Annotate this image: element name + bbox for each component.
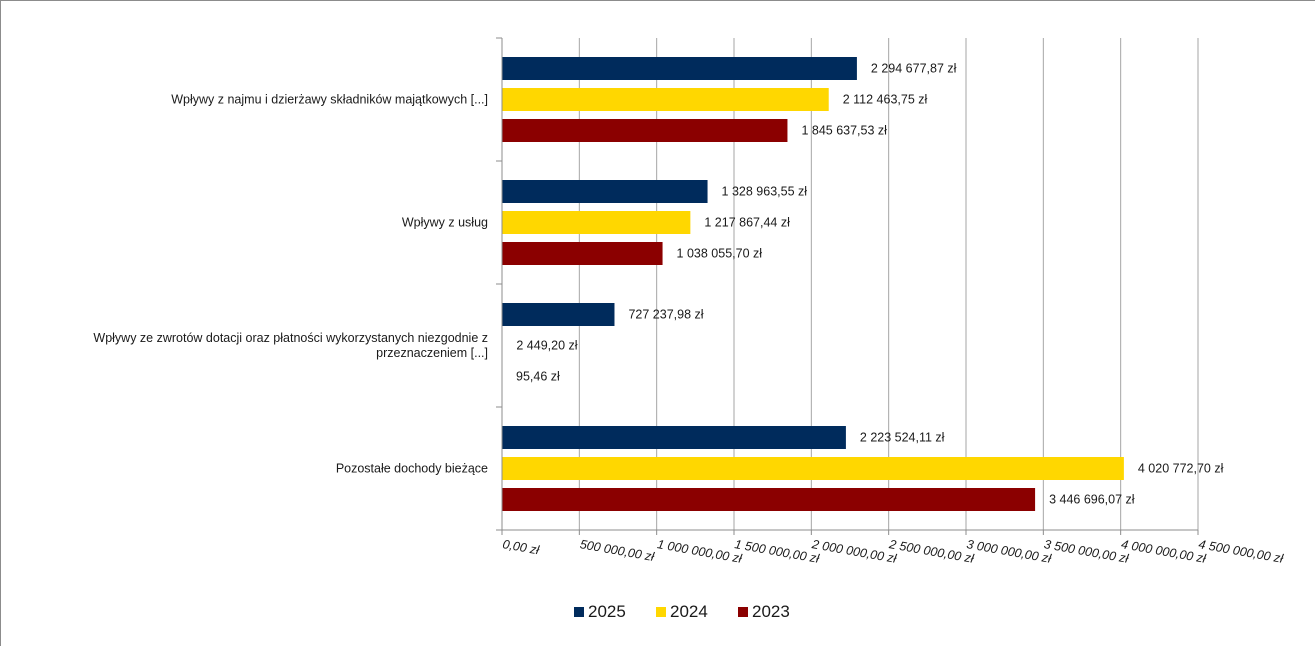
data-label: 2 223 524,11 zł [860, 431, 945, 445]
legend-swatch [738, 607, 748, 617]
data-label: 1 328 963,55 zł [722, 185, 808, 199]
bar [502, 211, 691, 234]
x-tick-label: 2 500 000,00 zł [887, 537, 976, 566]
legend-swatch [656, 607, 666, 617]
legend-label: 2024 [670, 602, 708, 621]
bar [502, 180, 708, 203]
x-tick-label: 0,00 zł [501, 537, 541, 557]
data-label: 4 020 772,70 zł [1138, 462, 1224, 476]
legend-swatch [574, 607, 584, 617]
category-label: Wpływy z najmu i dzierżawy składników ma… [171, 93, 488, 107]
axes [496, 37, 1199, 535]
data-label: 1 038 055,70 zł [677, 247, 763, 261]
bars [502, 57, 1124, 511]
data-label: 1 217 867,44 zł [704, 216, 790, 230]
bar [502, 457, 1124, 480]
x-tick-label: 2 000 000,00 zł [810, 537, 899, 566]
bar [502, 119, 788, 142]
x-tick-label: 3 500 000,00 zł [1043, 537, 1131, 566]
legend: 2025 2024 2023 [574, 602, 790, 621]
category-label: Wpływy ze zwrotów dotacji oraz płatności… [93, 331, 488, 345]
bar [502, 57, 857, 80]
bar [502, 303, 615, 326]
x-tick-label: 4 000 000,00 zł [1120, 537, 1208, 566]
x-tick-label: 1 000 000,00 zł [656, 537, 744, 566]
gridlines [578, 38, 1199, 530]
category-label: przeznaczeniem [...] [376, 346, 488, 360]
data-label: 2 449,20 zł [516, 339, 577, 353]
bar [502, 88, 829, 111]
bar [502, 426, 846, 449]
data-label: 95,46 zł [516, 370, 560, 384]
category-label: Pozostałe dochody bieżące [336, 462, 488, 476]
data-label: 727 237,98 zł [628, 308, 703, 322]
data-label: 3 446 696,07 zł [1049, 493, 1135, 507]
x-tick-label: 1 500 000,00 zł [733, 537, 821, 566]
x-tick-label: 500 000,00 zł [579, 537, 657, 564]
data-label: 1 845 637,53 zł [801, 124, 887, 138]
bar [502, 242, 663, 265]
x-tick-label: 4 500 000,00 zł [1197, 537, 1285, 566]
data-label: 2 294 677,87 zł [871, 62, 957, 76]
data-label: 2 112 463,75 zł [843, 93, 928, 107]
legend-label: 2023 [752, 602, 790, 621]
x-tick-label: 3 000 000,00 zł [965, 537, 1053, 566]
category-label: Wpływy z usług [402, 216, 488, 230]
legend-label: 2025 [588, 602, 626, 621]
bar [502, 488, 1036, 511]
